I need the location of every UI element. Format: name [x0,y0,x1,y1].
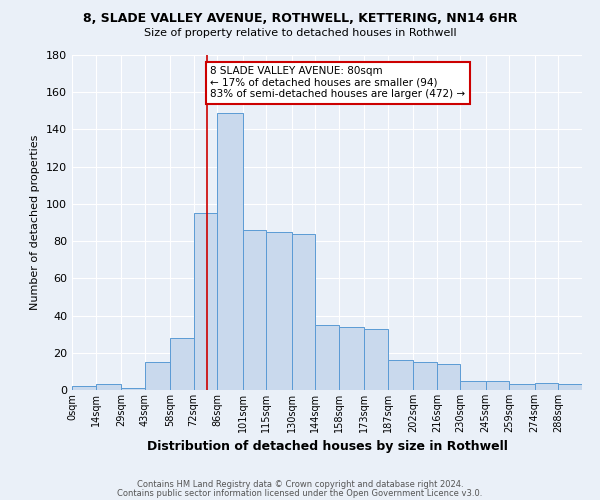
Text: Size of property relative to detached houses in Rothwell: Size of property relative to detached ho… [143,28,457,38]
Bar [509,384,535,390]
Bar [388,360,413,390]
Text: 8, SLADE VALLEY AVENUE, ROTHWELL, KETTERING, NN14 6HR: 8, SLADE VALLEY AVENUE, ROTHWELL, KETTER… [83,12,517,26]
Text: Contains public sector information licensed under the Open Government Licence v3: Contains public sector information licen… [118,488,482,498]
Bar [217,112,242,390]
X-axis label: Distribution of detached houses by size in Rothwell: Distribution of detached houses by size … [146,440,508,454]
Bar [266,232,292,390]
Text: Contains HM Land Registry data © Crown copyright and database right 2024.: Contains HM Land Registry data © Crown c… [137,480,463,489]
Y-axis label: Number of detached properties: Number of detached properties [31,135,40,310]
Bar [460,380,486,390]
Bar [535,382,559,390]
Bar [559,384,582,390]
Bar [170,338,194,390]
Bar [315,325,339,390]
Bar [242,230,266,390]
Text: 8 SLADE VALLEY AVENUE: 80sqm
← 17% of detached houses are smaller (94)
83% of se: 8 SLADE VALLEY AVENUE: 80sqm ← 17% of de… [211,66,466,100]
Bar [194,213,217,390]
Bar [364,328,388,390]
Bar [95,384,121,390]
Bar [486,380,509,390]
Bar [339,326,364,390]
Bar [292,234,315,390]
Bar [413,362,437,390]
Bar [145,362,170,390]
Bar [437,364,460,390]
Bar [72,386,95,390]
Bar [121,388,145,390]
